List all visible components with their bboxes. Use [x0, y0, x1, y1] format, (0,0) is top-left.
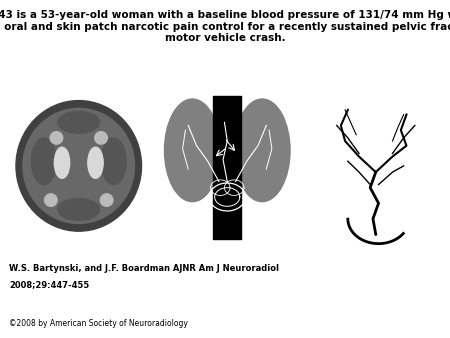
Ellipse shape — [32, 138, 56, 185]
Text: AINR: AINR — [310, 271, 392, 298]
Ellipse shape — [101, 138, 126, 185]
Text: C: C — [311, 233, 320, 243]
Ellipse shape — [16, 101, 141, 231]
Ellipse shape — [58, 198, 100, 220]
Ellipse shape — [54, 147, 70, 178]
Text: A: A — [14, 233, 23, 243]
Text: B: B — [163, 233, 171, 243]
Text: AMERICAN JOURNAL OF NEURORADIOLOGY: AMERICAN JOURNAL OF NEURORADIOLOGY — [298, 309, 404, 314]
Ellipse shape — [95, 132, 108, 144]
Text: ©2008 by American Society of Neuroradiology: ©2008 by American Society of Neuroradiol… — [9, 319, 188, 328]
Ellipse shape — [50, 132, 63, 144]
Ellipse shape — [234, 99, 290, 202]
Text: 2008;29:447-455: 2008;29:447-455 — [9, 281, 89, 290]
Text: W.S. Bartynski, and J.F. Boardman AJNR Am J Neuroradiol: W.S. Bartynski, and J.F. Boardman AJNR A… — [9, 264, 279, 273]
Bar — [213, 96, 241, 239]
Ellipse shape — [45, 194, 57, 206]
Ellipse shape — [58, 112, 100, 133]
Ellipse shape — [100, 194, 113, 206]
Text: Patient 43 is a 53-year-old woman with a baseline blood pressure of 131/74 mm Hg: Patient 43 is a 53-year-old woman with a… — [0, 10, 450, 43]
Ellipse shape — [165, 99, 220, 202]
Ellipse shape — [88, 147, 103, 178]
Ellipse shape — [23, 108, 135, 223]
